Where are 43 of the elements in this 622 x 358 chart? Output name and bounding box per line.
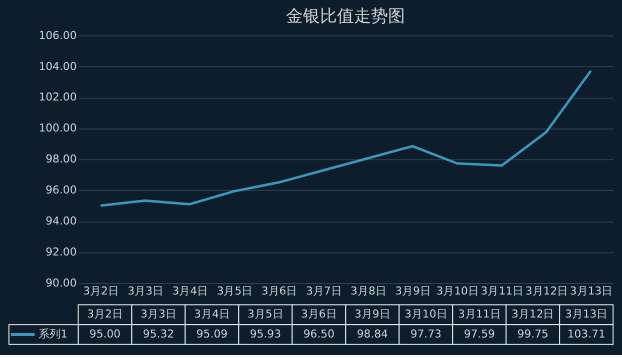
category-label: 3月2日 — [87, 308, 123, 321]
category-label: 3月5日 — [248, 308, 284, 321]
x-tick-label: 3月4日 — [172, 284, 208, 298]
category-label: 3月10日 — [404, 308, 448, 321]
text: 95.00 — [89, 327, 121, 340]
text: 95.32 — [142, 327, 174, 340]
y-tick-label: 96.00 — [46, 184, 77, 197]
y-tick-label: 100.00 — [38, 122, 77, 135]
y-tick-label: 94.00 — [46, 214, 77, 228]
category-label: 3月4日 — [194, 308, 230, 321]
text: 97.59 — [464, 327, 495, 340]
category-label: 3月9日 — [354, 308, 390, 321]
text: 95.09 — [196, 327, 228, 340]
x-tick-label: 3月9日 — [395, 284, 431, 298]
x-tick-label: 3月3日 — [128, 284, 164, 298]
y-tick-label: 92.00 — [46, 246, 77, 258]
x-tick-label: 3月12日 — [525, 284, 568, 298]
x-tick-label: 3月7日 — [306, 284, 342, 298]
x-tick-label: 3月8日 — [350, 284, 386, 298]
text: 99.75 — [517, 327, 548, 340]
x-tick-label: 3月10日 — [436, 284, 479, 298]
category-label: 3月12日 — [511, 308, 554, 321]
x-tick-label: 3月5日 — [216, 284, 253, 298]
text: 98.84 — [356, 327, 388, 340]
category-label: 3月6日 — [301, 308, 337, 321]
text: 96.50 — [303, 327, 334, 340]
text: 103.71 — [567, 327, 606, 340]
y-tick-label: 90.00 — [46, 276, 77, 290]
y-tick-label: 106.00 — [38, 28, 77, 42]
y-tick-label: 102.00 — [38, 90, 77, 104]
category-label: 3月3日 — [140, 308, 176, 321]
category-label: 3月11日 — [458, 308, 501, 321]
category-label: 3月13日 — [564, 308, 608, 321]
legend-label: 系列1 — [38, 327, 68, 340]
text: 97.73 — [410, 327, 442, 340]
y-tick-label: 98.00 — [46, 152, 77, 166]
x-tick-label: 3月13日 — [570, 284, 613, 298]
x-tick-label: 3月11日 — [480, 284, 524, 298]
y-tick-label: 104.00 — [38, 60, 77, 73]
chart-title: 金银比值走势图 — [286, 6, 406, 26]
x-tick-label: 3月2日 — [83, 284, 119, 298]
text: 95.93 — [250, 327, 282, 340]
x-tick-label: 3月6日 — [261, 284, 298, 298]
